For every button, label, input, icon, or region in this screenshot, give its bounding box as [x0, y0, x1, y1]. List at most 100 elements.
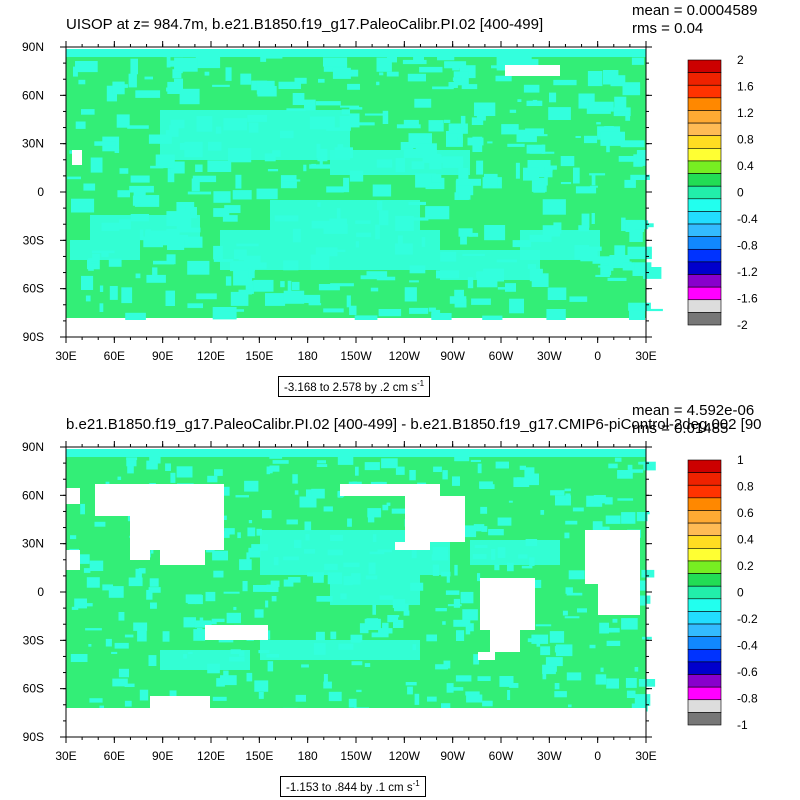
x-tick-label: 60E	[104, 749, 125, 763]
missing-region-4	[160, 550, 205, 565]
top-map-range-label: -3.168 to 2.578 by .2 cm s-1	[278, 376, 431, 397]
x-tick-label: 90W	[440, 349, 465, 363]
missing-region-7	[395, 542, 430, 550]
bottom-map-panel: 30E 60E 90E 120E 150E 180 150W 120W 90W 60W 30W 0 30…	[0, 400, 800, 800]
field-top-gap	[66, 47, 646, 49]
colorbar-label: 1.2	[737, 106, 754, 120]
x-tick-label: 120W	[389, 349, 421, 363]
colorbar-swatch	[687, 248, 722, 263]
colorbar-swatch	[687, 522, 722, 537]
field-band-0	[90, 215, 200, 240]
top-map-range-text: -3.168 to 2.578 by .2 cm s	[284, 381, 417, 394]
missing-region-16	[245, 710, 360, 737]
colorbar-swatch	[687, 84, 722, 99]
missing-region-6	[405, 496, 465, 542]
colorbar-label: -1.6	[737, 292, 758, 306]
x-tick-label: 120E	[197, 749, 225, 763]
colorbar-swatch	[687, 198, 722, 212]
colorbar-swatch	[687, 211, 722, 225]
missing-region-1	[95, 484, 224, 516]
missing-region-2	[130, 516, 224, 550]
colorbar-label: 0	[737, 186, 744, 200]
colorbar-swatch	[687, 72, 722, 86]
colorbar-swatch	[687, 686, 722, 701]
colorbar-label: -0.2	[737, 612, 758, 626]
field-band-4	[470, 540, 560, 565]
field-band-3	[160, 650, 250, 670]
y-tick-label: 0	[37, 185, 44, 199]
colorbar-swatch	[687, 560, 722, 574]
missing-region-0	[505, 65, 560, 76]
x-tick-label: 180	[298, 749, 318, 763]
colorbar: 1 0.8 0.6 0.4 0.2 0 -0.2 -0.4 -0.6 -0.8 -1	[687, 453, 758, 732]
colorbar-label: -0.4	[737, 639, 758, 653]
colorbar-label: -0.8	[737, 239, 758, 253]
y-tick-label: 60N	[22, 488, 44, 502]
missing-region-17	[66, 550, 80, 570]
bottom-map-rms: rms = 0.01485	[632, 420, 729, 437]
colorbar-swatch	[687, 135, 722, 149]
field-band-2	[270, 200, 420, 230]
field-band-5	[70, 240, 140, 260]
colorbar-swatch	[687, 223, 722, 237]
x-tick-label: 150W	[340, 349, 372, 363]
missing-region-5	[340, 484, 440, 496]
top-map-mean: mean = 0.0004589	[632, 2, 758, 19]
colorbar-swatch	[687, 712, 722, 726]
colorbar-label: 0.8	[737, 133, 754, 147]
colorbar-swatch	[687, 636, 722, 650]
colorbar-label: 0	[737, 586, 744, 600]
field-band-2	[260, 640, 420, 660]
colorbar-swatch	[687, 286, 722, 301]
y-tick-label: 90N	[22, 40, 44, 54]
bottom-map-range-unit-exponent: -1	[412, 779, 420, 788]
top-map-plot: 30E 60E 90E 120E 150E 180 150W 120W 90W 60W 30W 0 30…	[22, 40, 758, 363]
colorbar-swatch	[687, 312, 722, 326]
missing-region-8	[585, 530, 640, 584]
colorbar-swatch	[687, 699, 722, 713]
colorbar-label: 0.4	[737, 533, 754, 547]
field-band-1	[330, 575, 420, 605]
colorbar-label: -0.4	[737, 212, 758, 226]
field-band-7	[440, 250, 540, 280]
colorbar-swatch	[687, 598, 722, 612]
missing-region-13	[478, 652, 495, 660]
colorbar-label: 1.6	[737, 80, 754, 94]
x-tick-label: 30W	[537, 349, 562, 363]
missing-region-1	[72, 150, 82, 165]
missing-region-2	[66, 320, 646, 337]
colorbar-label: 1	[737, 453, 744, 467]
missing-region-9	[598, 584, 640, 615]
bottom-map-range-label: -1.153 to .844 by .1 cm s-1	[280, 776, 426, 797]
colorbar-swatch	[687, 661, 722, 675]
x-tick-label: 60E	[104, 349, 125, 363]
colorbar: 2 1.6 1.2 0.8 0.4 0 -0.4 -0.8 -1.2 -1.6 -2	[687, 53, 758, 332]
colorbar-swatch	[687, 160, 722, 174]
colorbar-swatch	[687, 459, 722, 473]
colorbar-label: 0.4	[737, 159, 754, 173]
y-tick-label: 90N	[22, 440, 44, 454]
colorbar-swatch	[687, 97, 722, 111]
field-band-4	[330, 150, 470, 175]
bottom-map-plot: 30E 60E 90E 120E 150E 180 150W 120W 90W 60W 30W 0 30…	[22, 440, 758, 763]
missing-region-10	[480, 578, 535, 630]
colorbar-swatch	[687, 122, 722, 137]
y-tick-label: 30S	[23, 233, 44, 247]
x-tick-label: 120W	[389, 749, 421, 763]
field-band-3	[160, 110, 350, 160]
bottom-map-range-text: -1.153 to .844 by .1 cm s	[286, 781, 413, 794]
colorbar-swatch	[687, 611, 722, 625]
colorbar-swatch	[687, 185, 722, 200]
top-map-range-unit-exponent: -1	[416, 379, 425, 388]
colorbar-swatch	[687, 510, 722, 524]
colorbar-swatch	[687, 236, 722, 250]
colorbar-swatch	[687, 110, 722, 124]
x-tick-label: 60W	[489, 349, 514, 363]
x-tick-label: 180	[298, 349, 318, 363]
colorbar-swatch	[687, 173, 722, 187]
colorbar-swatch	[687, 472, 722, 486]
y-tick-label: 90S	[23, 730, 44, 744]
y-tick-label: 60N	[22, 88, 44, 102]
field-top-gap	[66, 447, 646, 449]
colorbar-swatch	[687, 484, 722, 499]
